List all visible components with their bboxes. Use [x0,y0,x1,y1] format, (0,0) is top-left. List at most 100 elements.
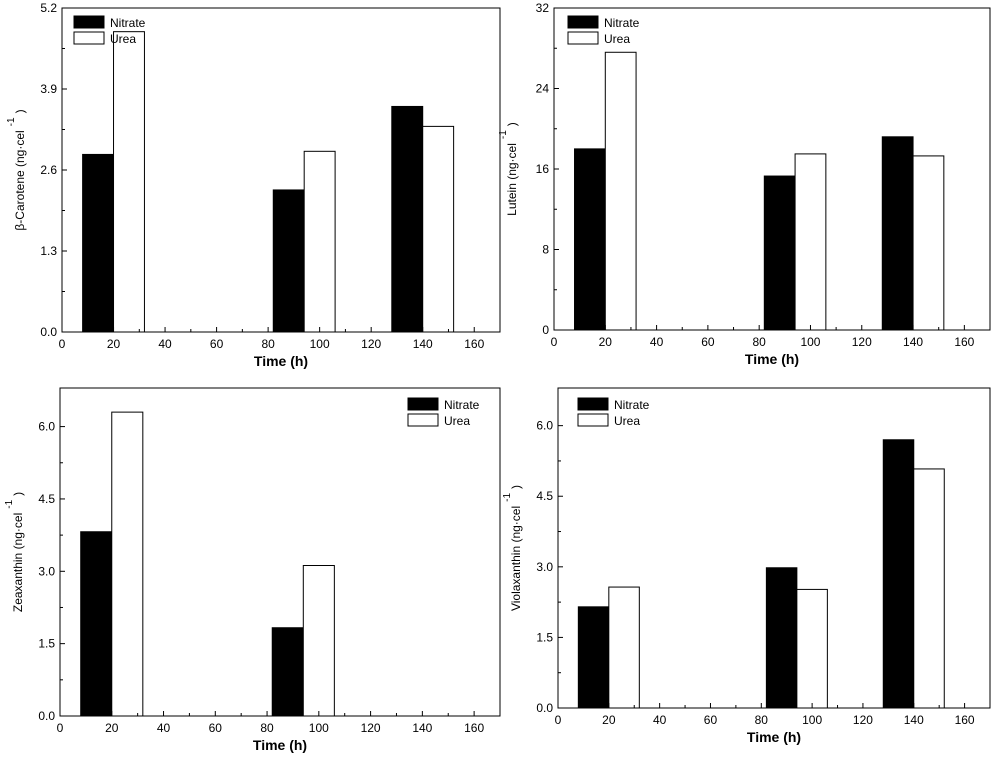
legend-swatch-nitrate [567,15,599,29]
bar-urea-26 [111,411,144,717]
legend-swatch-nitrate [407,397,439,411]
y-axis-title: Violaxanthin (ng·cel -1) [502,485,523,611]
plot-frame [59,387,501,717]
y-axis-title-main: Lutein (ng·cel [505,143,519,216]
legend: Nitrate Urea [567,15,640,46]
legend-label-nitrate: Nitrate [604,16,640,30]
y-tick-label: 8 [542,243,549,257]
x-tick-label: 40 [158,337,172,351]
x-tick-label: 80 [755,713,769,727]
x-tick-label: 40 [650,335,664,349]
legend-label-urea: Urea [444,414,470,428]
x-axis-title: Time (h) [253,737,307,753]
chart-beta-carotene: 0 20 40 60 80 100 120 140 160 0.0 1.3 2.6 3.9 5.2 Time… [6,1,501,369]
y-axis-title-superscript: -1 [498,130,509,139]
y-tick-label: 4.5 [38,492,55,506]
y-axis-title: Lutein (ng·cel -1) [498,122,519,216]
x-tick-label: 100 [310,337,330,351]
x-axis-title: Time (h) [747,729,801,745]
y-tick-label: 16 [536,162,550,176]
x-tick-label: 100 [800,335,820,349]
x-tick-label: 160 [954,335,974,349]
x-tick-label: 120 [361,721,381,735]
bar-urea-146 [913,468,945,709]
y-tick-label: 6.0 [536,419,553,433]
x-tick-label: 140 [413,337,433,351]
legend-swatch-urea [73,31,105,45]
bar-urea-146 [422,125,455,333]
y-tick-label: 6.0 [38,420,55,434]
y-tick-label: 5.2 [40,1,57,15]
y-tick-label: 4.5 [536,489,553,503]
legend-label-urea: Urea [110,32,136,46]
legend-label-nitrate: Nitrate [110,16,146,30]
bar-nitrate-134 [882,439,915,709]
y-tick-label: 0.0 [536,701,553,715]
y-tick-label: 2.6 [40,163,57,177]
legend-swatch-urea [577,413,609,427]
x-tick-label: 20 [602,713,616,727]
bar-nitrate-14 [80,531,113,717]
y-axis-title-main: Zeaxanthin (ng·cel [11,513,25,612]
x-tick-label: 160 [955,713,975,727]
x-tick-label: 100 [309,721,329,735]
y-axis-title-main: β-Carotene (ng·cel [13,130,27,230]
y-tick-label: 1.5 [38,637,55,651]
y-tick-label: 1.5 [536,630,553,644]
legend-swatch-urea [567,31,599,45]
y-axis-title-close: ) [505,122,519,126]
bar-nitrate-134 [391,105,424,333]
legend-label-urea: Urea [614,414,640,428]
legend-label-nitrate: Nitrate [444,398,480,412]
x-tick-label: 0 [59,337,66,351]
bar-urea-146 [912,155,945,331]
legend: Nitrate Urea [577,397,650,428]
x-tick-label: 20 [107,337,121,351]
x-tick-label: 60 [209,721,223,735]
x-tick-label: 100 [802,713,822,727]
legend-label-nitrate: Nitrate [614,398,650,412]
chart-violaxanthin: 0 20 40 60 80 100 120 140 160 0.0 1.5 3.0 4.5 6.0 Time… [502,387,991,745]
x-axis-title: Time (h) [745,351,799,367]
bar-urea-26 [113,31,145,333]
bar-urea-100 [794,153,827,331]
x-tick-label: 160 [464,337,484,351]
legend-label-urea: Urea [604,32,630,46]
legend-swatch-nitrate [577,397,609,411]
bar-urea-26 [608,586,640,709]
y-axis-title-superscript: -1 [6,117,17,126]
y-tick-label: 3.0 [38,564,55,578]
x-tick-label: 120 [361,337,381,351]
legend-swatch-urea [407,413,439,427]
y-axis-title-close: ) [13,109,27,113]
y-axis-title-close: ) [11,492,25,496]
y-axis-title-main: Violaxanthin (ng·cel [509,506,523,611]
x-tick-label: 0 [555,713,562,727]
bar-nitrate-88 [763,175,796,331]
bar-urea-100 [303,150,336,333]
bar-nitrate-88 [765,567,798,709]
bar-nitrate-134 [881,136,914,331]
x-tick-label: 60 [210,337,224,351]
x-tick-label: 80 [752,335,766,349]
x-axis-title: Time (h) [254,353,308,369]
y-tick-label: 32 [536,1,550,15]
bar-nitrate-88 [272,189,305,333]
x-tick-label: 40 [653,713,667,727]
y-tick-label: 0 [542,323,549,337]
bar-urea-100 [796,588,828,709]
bar-urea-100 [302,565,335,717]
legend: Nitrate Urea [407,397,480,428]
x-tick-label: 20 [105,721,119,735]
x-tick-label: 0 [551,335,558,349]
x-tick-label: 40 [157,721,171,735]
y-axis-title-superscript: -1 [4,499,15,508]
y-axis-title-close: ) [509,485,523,489]
y-tick-label: 3.9 [40,82,57,96]
y-tick-label: 0.0 [40,325,57,339]
chart-zeaxanthin: 0 20 40 60 80 100 120 140 160 0.0 1.5 3.0 4.5 6.0 Time… [4,387,501,753]
plot-frame [557,387,991,709]
x-tick-label: 60 [704,713,718,727]
x-tick-label: 60 [701,335,715,349]
